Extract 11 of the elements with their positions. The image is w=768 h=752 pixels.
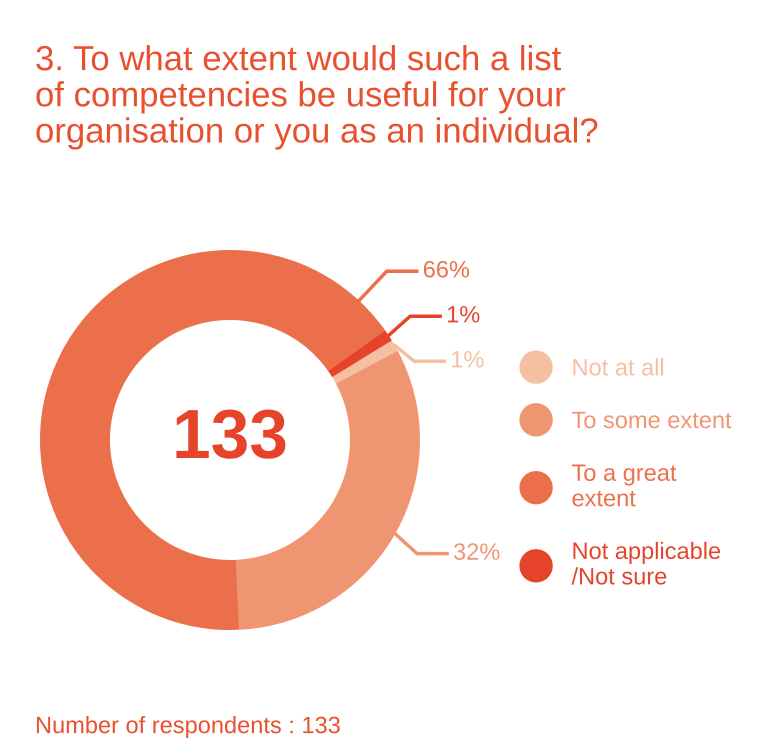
data-label: 66% xyxy=(424,260,470,278)
data-label: 1% xyxy=(448,306,480,322)
data-label: 1% xyxy=(452,350,484,368)
legend-label: To some extent xyxy=(572,412,732,428)
chart-title: 3. To what extent would such a list of competencies be useful for your organisation or you as an individual? xyxy=(36,45,598,150)
data-label: 32% xyxy=(454,543,500,560)
text: Number of respondents : 133 xyxy=(36,716,340,738)
legend-label: To a great extent xyxy=(572,464,676,506)
legend-label: Not applicable /Not sure xyxy=(572,542,720,585)
legend-label: Not at all xyxy=(573,358,664,376)
text: 133 xyxy=(176,409,286,459)
